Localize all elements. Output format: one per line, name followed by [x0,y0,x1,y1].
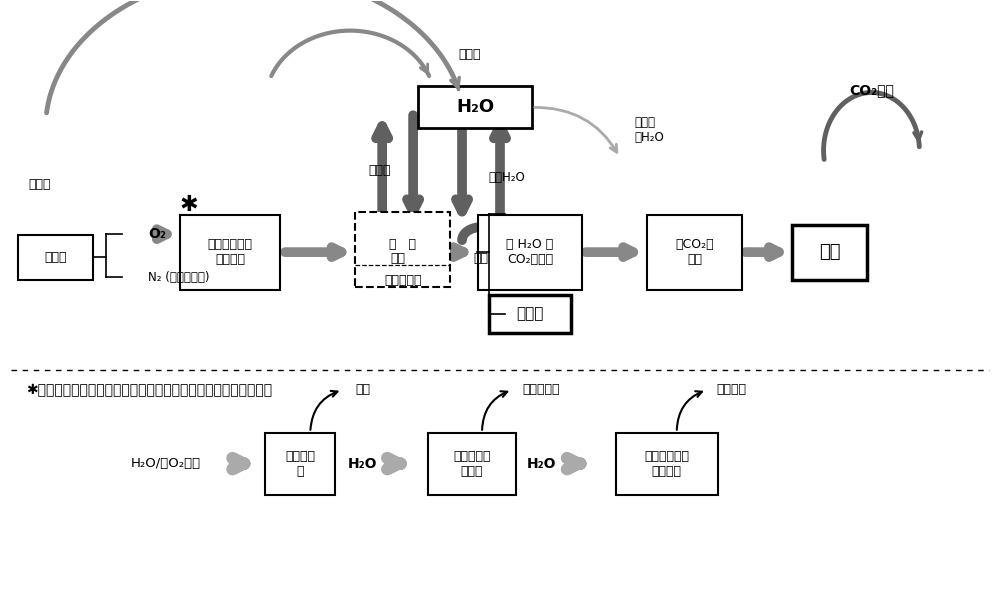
Text: H₂O: H₂O [527,457,557,471]
Text: 油气: 油气 [355,383,370,397]
Text: 冷凝出
的H₂O: 冷凝出 的H₂O [635,116,665,144]
FancyBboxPatch shape [428,433,516,494]
FancyBboxPatch shape [265,433,335,494]
FancyBboxPatch shape [616,433,718,494]
Text: 油页岩热
解: 油页岩热 解 [285,450,315,477]
Text: 水蒸气: 水蒸气 [458,48,481,61]
Text: 水蒸气: 水蒸气 [368,164,391,177]
Text: 液态H₂O: 液态H₂O [488,171,525,184]
Text: H₂O/富O₂气体: H₂O/富O₂气体 [130,457,201,470]
Text: 空分机: 空分机 [44,250,67,264]
Text: 燃气: 燃气 [819,243,840,261]
FancyBboxPatch shape [180,215,280,289]
Text: ✱: ✱ [179,195,198,215]
FancyBboxPatch shape [647,215,742,289]
Text: ✱即富氧气体与水蒸气协同与油页岩反应的过程，分为如下步骤：: ✱即富氧气体与水蒸气协同与油页岩反应的过程，分为如下步骤： [26,383,272,397]
FancyBboxPatch shape [478,215,582,289]
Text: 二次气化气: 二次气化气 [384,274,421,286]
Text: 二次气化气: 二次气化气 [522,383,559,397]
Text: 换热: 换热 [390,252,405,264]
FancyBboxPatch shape [792,225,867,280]
Text: 换热: 换热 [474,252,489,264]
Text: 油页岩矿层热
解、气化: 油页岩矿层热 解、气化 [208,238,253,266]
FancyBboxPatch shape [418,86,532,129]
Text: H₂O: H₂O [456,99,494,116]
Text: 含 H₂O 和
CO₂的燃气: 含 H₂O 和 CO₂的燃气 [506,238,554,266]
Text: O₂: O₂ [148,227,166,241]
Text: H₂O: H₂O [347,457,377,471]
Text: 水蒸气: 水蒸气 [29,177,51,191]
FancyBboxPatch shape [489,295,571,333]
FancyBboxPatch shape [355,212,450,287]
Text: 油   气: 油 气 [389,237,416,251]
Text: N₂ (初始启动用): N₂ (初始启动用) [148,271,210,283]
Text: 含CO₂的
燃气: 含CO₂的 燃气 [675,238,714,266]
Text: CO₂捕获: CO₂捕获 [849,83,894,97]
Text: 页岩油: 页岩油 [516,307,544,321]
FancyBboxPatch shape [18,234,93,280]
Text: 热解生成的
碳气化: 热解生成的 碳气化 [453,450,491,477]
Text: 水吸收热岩石
上的热量: 水吸收热岩石 上的热量 [644,450,689,477]
Text: 回收显热: 回收显热 [717,383,747,397]
